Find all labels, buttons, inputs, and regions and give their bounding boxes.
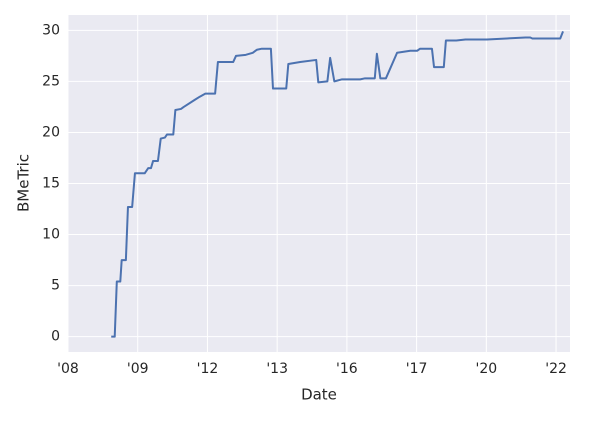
- y-axis-label: BMeTric: [15, 154, 33, 212]
- x-tick-label: '09: [127, 361, 149, 377]
- x-tick-label: '20: [475, 361, 497, 377]
- y-tick-label: 10: [42, 227, 60, 243]
- x-tick-label: '17: [406, 361, 428, 377]
- y-tick-label: 25: [42, 73, 60, 89]
- y-tick-label: 15: [42, 176, 60, 192]
- x-tick-label: '12: [197, 361, 219, 377]
- y-tick-label: 20: [42, 124, 60, 140]
- data-line: [111, 30, 564, 338]
- y-tick-label: 0: [51, 329, 60, 345]
- x-tick-label: '13: [266, 361, 288, 377]
- y-tick-label: 5: [51, 278, 60, 294]
- x-tick-label: '16: [336, 361, 358, 377]
- x-tick-label: '08: [57, 361, 79, 377]
- y-tick-label: 30: [42, 22, 60, 38]
- x-axis-label: Date: [301, 386, 337, 404]
- x-tick-label: '22: [545, 361, 567, 377]
